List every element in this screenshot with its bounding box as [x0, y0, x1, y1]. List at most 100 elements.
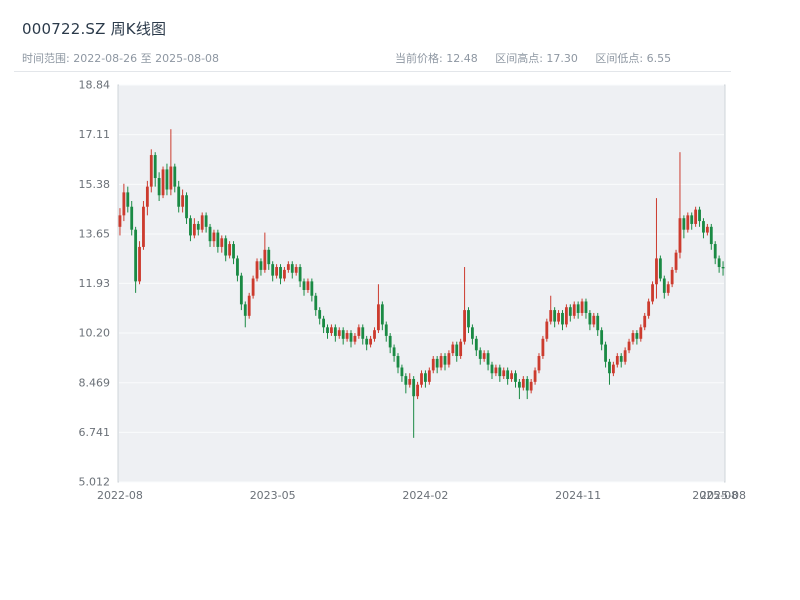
candle-body-up	[118, 215, 122, 227]
candle-body-down	[224, 238, 228, 256]
candle-body-up	[482, 353, 486, 359]
y-tick-label: 17.11	[79, 128, 111, 141]
candle-body-up	[459, 341, 463, 357]
candle-body-up	[537, 356, 541, 371]
candle-body-up	[247, 295, 251, 316]
candle-body-down	[271, 264, 275, 276]
candle-body-up	[420, 373, 423, 385]
candle-body-up	[275, 267, 279, 276]
candle-body-up	[678, 218, 682, 253]
candle-body-up	[686, 215, 690, 230]
candle-body-down	[298, 267, 302, 282]
candle-body-up	[545, 321, 549, 339]
candle-body-up	[627, 341, 631, 351]
candle-body-down	[400, 367, 404, 377]
candle-body-up	[145, 186, 149, 207]
candle-body-up	[502, 370, 506, 377]
y-tick-label: 11.93	[79, 277, 111, 290]
candle-body-down	[310, 281, 314, 296]
candle-body-down	[561, 312, 564, 325]
candle-body-down	[709, 226, 713, 245]
range-high-label: 区间高点: 17.30	[495, 52, 578, 65]
candle-body-up	[580, 301, 584, 313]
candle-body-down	[470, 327, 474, 339]
candle-body-down	[384, 324, 388, 336]
candle-body-up	[431, 358, 435, 371]
candle-body-up	[670, 269, 674, 285]
candle-body-up	[611, 364, 615, 374]
candle-body-down	[658, 258, 662, 279]
candle-body-down	[243, 304, 247, 316]
candle-body-down	[333, 327, 337, 336]
candle-body-up	[161, 169, 165, 196]
candle-body-down	[326, 327, 329, 334]
candle-body-down	[635, 333, 639, 339]
candle-body-up	[557, 312, 560, 322]
candle-body-down	[290, 264, 294, 273]
candle-body-down	[721, 267, 725, 269]
candle-body-down	[517, 381, 521, 388]
candle-body-down	[474, 338, 478, 351]
candle-body-down	[208, 226, 212, 242]
candle-body-down	[259, 261, 263, 270]
y-tick-label: 6.741	[79, 426, 111, 439]
x-tick-label: 2025-08	[700, 489, 746, 502]
candle-body-down	[435, 358, 439, 368]
y-tick-label: 18.84	[79, 79, 111, 92]
candle-body-down	[396, 356, 400, 368]
candle-body-up	[549, 310, 553, 322]
candle-body-down	[365, 338, 369, 345]
candle-body-down	[608, 361, 611, 374]
candle-body-down	[478, 350, 482, 359]
candle-body-up	[212, 232, 216, 242]
candle-body-down	[619, 356, 623, 362]
time-range-label: 时间范围: 2022-08-26 至 2025-08-08	[22, 52, 220, 65]
candle-body-up	[283, 269, 286, 279]
candle-body-up	[674, 252, 678, 270]
candle-body-down	[596, 315, 600, 331]
candle-body-up	[330, 327, 333, 334]
candle-body-up	[251, 278, 255, 296]
candle-body-up	[651, 284, 654, 302]
candle-body-up	[294, 267, 298, 273]
candle-body-up	[306, 281, 310, 290]
candle-body-down	[165, 169, 169, 190]
x-tick-label: 2023-05	[250, 489, 296, 502]
candle-body-up	[639, 327, 643, 339]
candle-body-up	[666, 284, 670, 293]
candle-body-down	[388, 335, 392, 348]
candle-body-up	[623, 350, 627, 362]
candle-body-up	[255, 261, 259, 279]
candle-body-down	[130, 206, 134, 230]
candle-body-up	[615, 356, 619, 365]
candle-body-down	[690, 215, 694, 224]
candle-body-up	[451, 344, 455, 354]
candle-body-down	[236, 258, 239, 276]
candle-body-up	[564, 307, 568, 325]
candle-body-down	[153, 155, 157, 179]
candle-body-down	[455, 344, 459, 357]
candle-body-up	[592, 315, 596, 325]
candle-body-down	[412, 378, 416, 397]
candle-body-down	[467, 310, 470, 328]
candle-body-down	[173, 166, 177, 187]
candle-body-up	[647, 301, 651, 316]
candle-body-down	[361, 327, 365, 339]
candle-body-down	[380, 304, 384, 325]
candle-body-down	[302, 281, 306, 290]
candle-body-down	[604, 344, 607, 362]
candle-body-up	[122, 192, 126, 216]
candle-body-down	[204, 215, 208, 227]
x-tick-label: 2024-11	[555, 489, 601, 502]
candle-body-up	[263, 249, 267, 270]
candle-body-down	[553, 310, 557, 322]
candle-body-down	[279, 267, 282, 279]
candle-body-up	[345, 333, 349, 339]
candle-body-up	[408, 378, 412, 385]
candle-body-up	[369, 338, 373, 345]
candle-body-down	[232, 244, 235, 259]
candle-body-up	[142, 206, 145, 247]
candle-body-up	[353, 335, 357, 342]
candle-body-down	[506, 370, 510, 379]
